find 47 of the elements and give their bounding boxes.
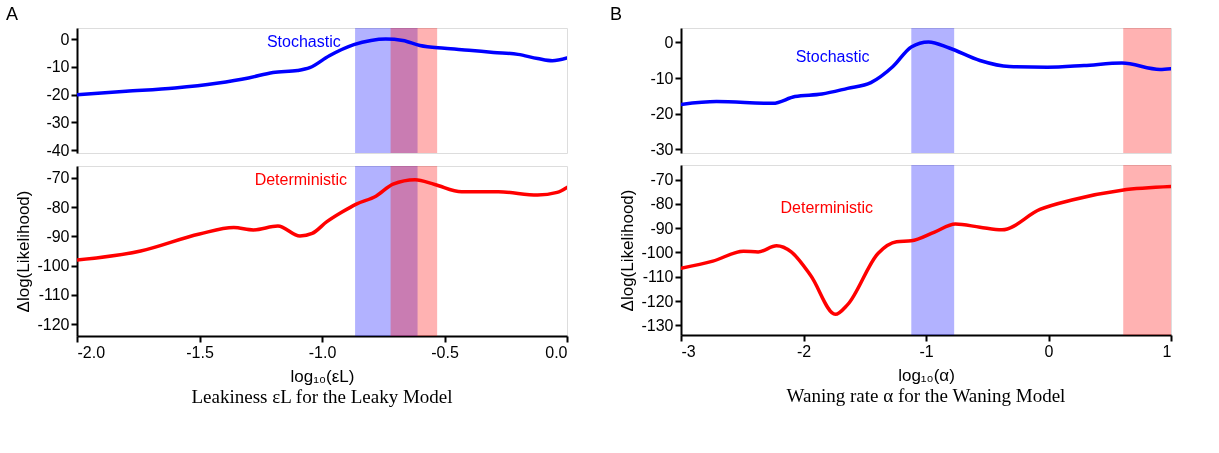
y-tick-label: -110 xyxy=(642,268,674,286)
y-tick-label: -120 xyxy=(641,292,674,310)
y-tick-label: -80 xyxy=(46,198,70,216)
y-axis-title: Δlog(Likelihood) xyxy=(618,189,638,312)
y-axis-title: Δlog(Likelihood) xyxy=(14,190,34,313)
x-tick-label: -1.0 xyxy=(308,343,337,361)
x-tick-label: -2 xyxy=(796,342,812,360)
x-tick-label: -3 xyxy=(681,342,696,360)
y-tick-label: -30 xyxy=(650,140,674,158)
y-tick-label: -20 xyxy=(650,105,674,123)
line-series xyxy=(681,40,1171,107)
x-axis-title: log₁₀(α) xyxy=(898,365,955,385)
y-tick-label: -30 xyxy=(46,113,70,131)
text: Waning rate α for the Waning Model xyxy=(786,385,1066,406)
y-tick-label: -10 xyxy=(46,58,70,76)
y-tick-label: -90 xyxy=(650,219,674,237)
x-axis-title: log₁₀(εL) xyxy=(290,366,355,386)
series-label: Stochastic xyxy=(795,47,870,65)
x-tick-label: -1.5 xyxy=(186,343,214,361)
x-tick-label: 1 xyxy=(1162,342,1172,360)
y-tick-label: 0 xyxy=(664,33,674,51)
y-tick-label: -80 xyxy=(650,195,674,213)
x-tick-label: -2.0 xyxy=(77,343,106,361)
series-label: Deterministic xyxy=(254,170,348,188)
line-series xyxy=(77,37,567,97)
text: Leakiness εL for the Leaky Model xyxy=(191,386,453,407)
x-tick-label: 0.0 xyxy=(545,343,568,361)
y-tick-label: -90 xyxy=(46,227,70,245)
y-tick-label: -20 xyxy=(46,86,70,104)
y-tick-label: -70 xyxy=(46,169,70,187)
series-label: Deterministic xyxy=(780,198,873,216)
series-label: Stochastic xyxy=(266,33,341,51)
y-tick-label: -130 xyxy=(641,316,674,334)
line-series xyxy=(681,184,1171,317)
chart-title: A xyxy=(5,4,18,24)
y-tick-label: -10 xyxy=(650,69,674,87)
y-tick-label: 0 xyxy=(60,30,70,48)
y-tick-label: -70 xyxy=(650,171,674,189)
y-tick-label: -40 xyxy=(46,141,70,159)
chart-title: B xyxy=(609,4,622,24)
x-tick-label: -0.5 xyxy=(431,343,459,361)
y-tick-label: -100 xyxy=(641,243,674,261)
y-tick-label: -100 xyxy=(37,257,70,275)
y-tick-label: -120 xyxy=(37,315,70,333)
x-tick-label: -1 xyxy=(919,342,934,360)
y-tick-label: -110 xyxy=(38,286,70,304)
x-tick-label: 0 xyxy=(1044,342,1054,360)
